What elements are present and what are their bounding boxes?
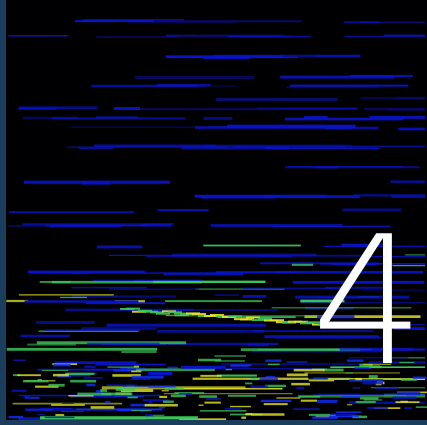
spectrogram-streaks (6, 19, 427, 422)
left-edge (0, 0, 6, 425)
overlay-number: 4 (311, 198, 424, 405)
bottom-edge (0, 420, 427, 425)
